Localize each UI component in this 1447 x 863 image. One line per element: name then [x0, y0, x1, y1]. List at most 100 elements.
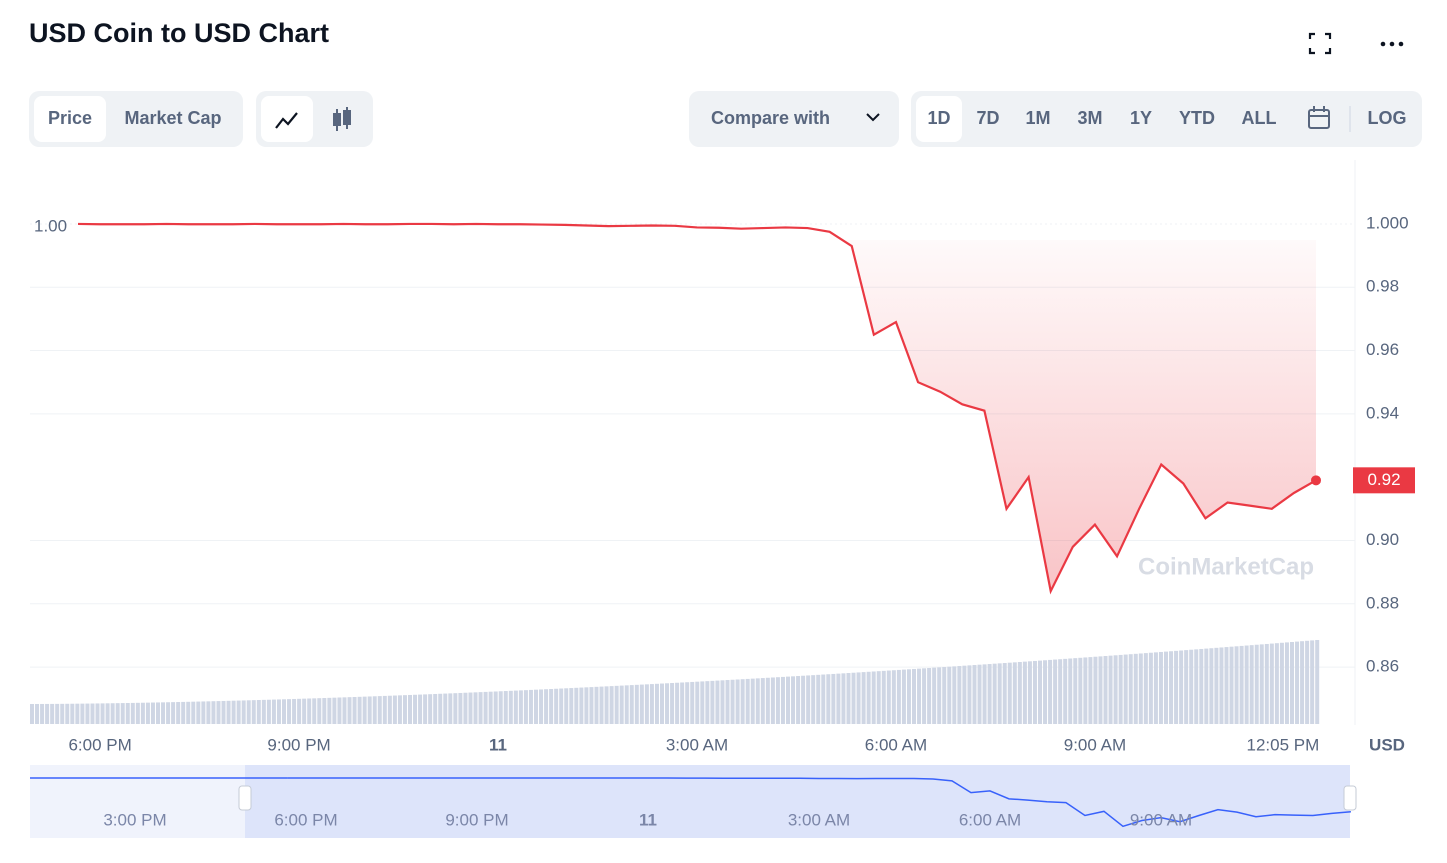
volume-bar [276, 699, 281, 724]
volume-bar [271, 699, 276, 724]
volume-bar [488, 691, 493, 724]
y-unit: USD [1369, 735, 1405, 754]
x-tick-label: 9:00 AM [1064, 735, 1126, 754]
volume-bar [942, 667, 947, 724]
volume-bar [50, 703, 55, 724]
volume-bar [1194, 649, 1199, 724]
navigator-handle[interactable] [238, 785, 252, 811]
last-point [1311, 475, 1321, 486]
calendar-icon[interactable] [1308, 106, 1330, 129]
volume-bar [1017, 661, 1022, 724]
more-icon[interactable] [1380, 41, 1404, 47]
y-tick-label: 0.90 [1366, 530, 1399, 549]
volume-bar [413, 694, 418, 724]
volume-bar [544, 689, 549, 724]
volume-bar [241, 700, 246, 724]
x-tick-label: 9:00 PM [267, 735, 330, 754]
navigator-handle[interactable] [1343, 785, 1357, 811]
volume-bar [639, 684, 644, 724]
volume-bar [45, 703, 50, 724]
volume-bar [619, 685, 624, 724]
volume-bar [1118, 654, 1123, 724]
volume-bar [307, 698, 312, 724]
open-label: 1.00 [34, 216, 67, 235]
range-button[interactable]: 1M [1025, 108, 1050, 128]
volume-bar [317, 698, 322, 724]
navigator-label: 9:00 PM [445, 810, 508, 829]
volume-bar [90, 703, 95, 724]
volume-bar [1108, 655, 1113, 724]
range-group [911, 91, 1422, 147]
volume-bar [216, 701, 221, 724]
volume-bar [801, 675, 806, 724]
volume-bar [629, 685, 634, 724]
volume-bar [1305, 640, 1310, 724]
fullscreen-icon[interactable] [1308, 32, 1332, 55]
tab[interactable]: Market Cap [124, 108, 221, 128]
y-tick-label: 0.88 [1366, 593, 1399, 612]
volume-bar [1179, 650, 1184, 724]
volume-bar [302, 698, 307, 724]
volume-bar [342, 697, 347, 724]
volume-bar [1143, 653, 1148, 724]
volume-bar [1310, 640, 1315, 724]
volume-bar [493, 691, 498, 724]
volume-bar [95, 703, 100, 724]
volume-bar [1128, 654, 1133, 724]
volume-bar [972, 665, 977, 724]
range-button[interactable]: 3M [1077, 108, 1102, 128]
volume-bar [806, 675, 811, 724]
volume-bar [594, 686, 599, 724]
volume-bar [1068, 658, 1073, 724]
volume-bar [891, 670, 896, 724]
volume-bar [957, 666, 962, 724]
range-button[interactable]: YTD [1179, 108, 1215, 128]
volume-bar [438, 693, 443, 724]
volume-bar [1214, 647, 1219, 724]
compare-button[interactable] [689, 91, 899, 147]
range-button[interactable]: ALL [1242, 108, 1277, 128]
volume-bar [1148, 652, 1153, 724]
volume-bar [423, 694, 428, 724]
volume-bar [609, 686, 614, 724]
volume-bar [1189, 649, 1194, 724]
volume-bar [700, 681, 705, 724]
volume-bar [710, 680, 715, 724]
range-button[interactable]: 1D [927, 108, 950, 128]
volume-bar [362, 696, 367, 724]
range-button[interactable]: 7D [976, 108, 999, 128]
log-button[interactable]: LOG [1368, 108, 1407, 128]
range-active[interactable] [916, 96, 962, 142]
volume-bar [831, 673, 836, 724]
volume-bar [932, 667, 937, 724]
volume-bar [1279, 642, 1284, 724]
tab-active[interactable] [34, 96, 106, 142]
volume-bar [181, 701, 186, 724]
volume-bar [922, 668, 927, 724]
volume-bar [40, 703, 45, 724]
volume-bar [569, 688, 574, 724]
volume-bar [135, 702, 140, 724]
volume-bar [1239, 645, 1244, 724]
volume-bar [705, 681, 710, 724]
volume-bar [513, 690, 518, 724]
volume-bar [670, 683, 675, 724]
volume-bar [690, 681, 695, 724]
volume-bar [881, 670, 886, 724]
candle-icon[interactable] [333, 107, 351, 131]
volume-bar [518, 690, 523, 724]
volume-bar [816, 674, 821, 724]
tab[interactable]: Price [48, 108, 92, 128]
range-button[interactable]: 1Y [1130, 108, 1152, 128]
volume-bar [110, 703, 115, 724]
volume-bar [523, 690, 528, 724]
volume-bar [1133, 653, 1138, 724]
line-type-button[interactable] [261, 96, 313, 142]
volume-bar [564, 688, 569, 724]
volume-bar [876, 671, 881, 724]
navigator-label: 3:00 PM [103, 810, 166, 829]
volume-bar [392, 695, 397, 724]
price-tag-label: 0.92 [1367, 470, 1400, 489]
volume-bar [604, 686, 609, 724]
